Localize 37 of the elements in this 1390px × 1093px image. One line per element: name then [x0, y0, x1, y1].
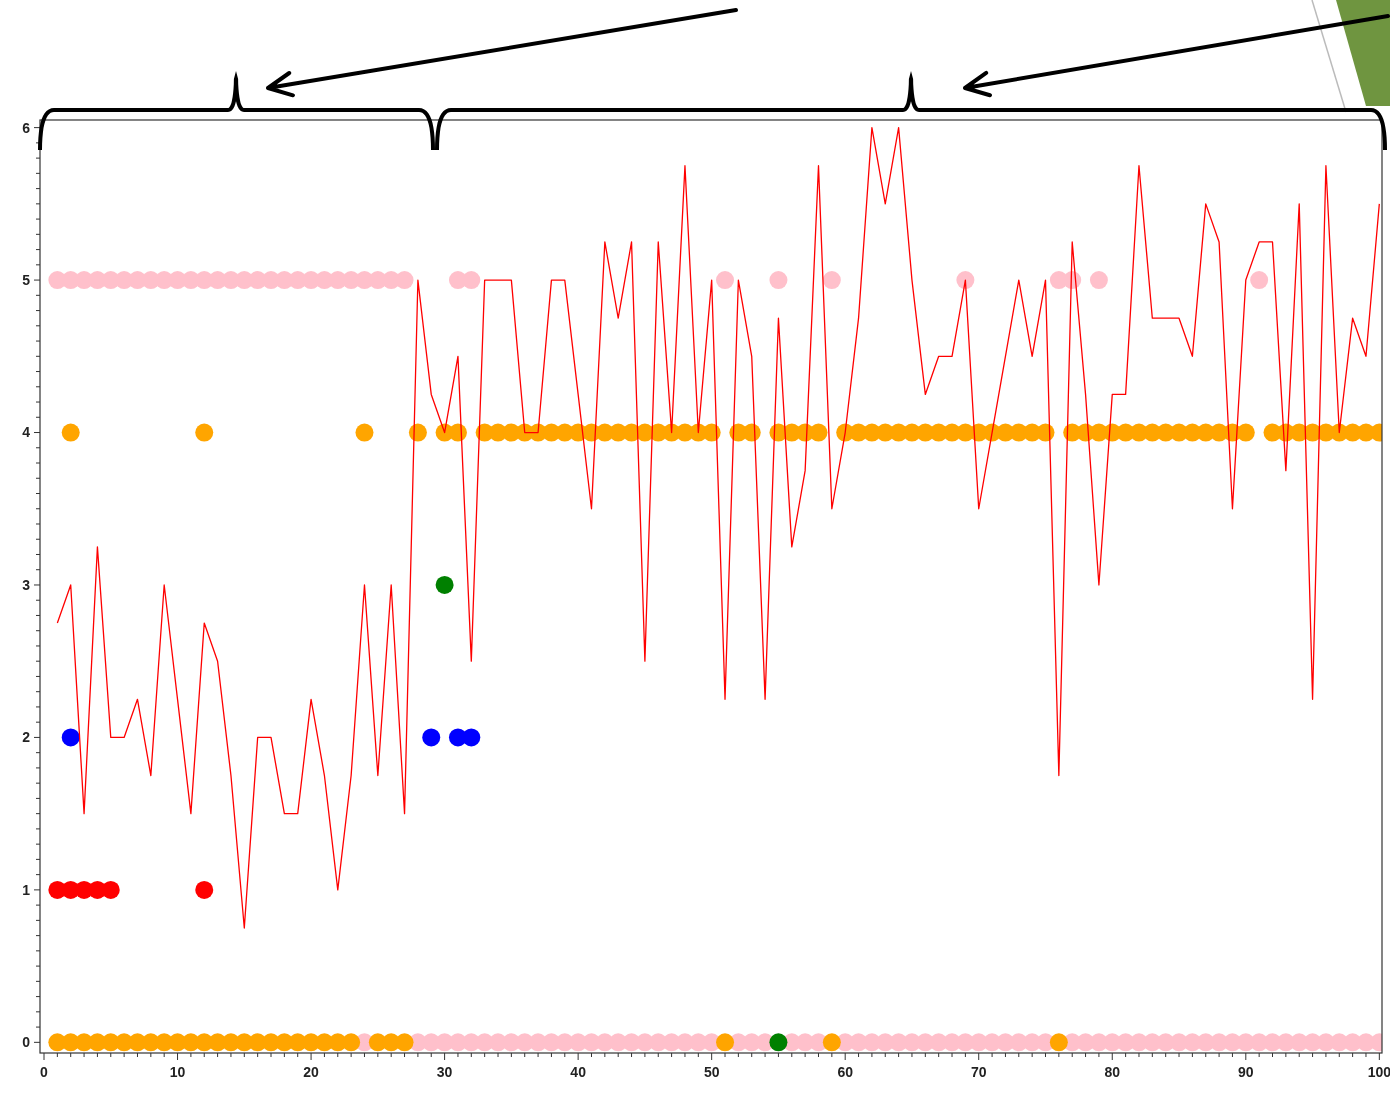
y-tick-label: 4 — [22, 424, 31, 441]
y-tick-label: 6 — [22, 119, 31, 136]
point — [342, 1033, 361, 1052]
point — [822, 271, 841, 290]
line-series — [56, 126, 1380, 929]
point — [395, 1033, 414, 1052]
x-tick-label: 20 — [303, 1064, 320, 1080]
x-tick-label: 30 — [436, 1064, 453, 1080]
x-tick-label: 0 — [40, 1064, 49, 1080]
x-tick-label: 40 — [570, 1064, 587, 1080]
y-tick-label: 5 — [22, 271, 31, 288]
point — [1089, 271, 1108, 290]
point — [956, 271, 975, 290]
point — [61, 728, 80, 747]
point — [435, 575, 454, 594]
point — [769, 1033, 788, 1052]
x-tick-label: 70 — [970, 1064, 987, 1080]
y-tick-label: 2 — [22, 729, 31, 746]
x-tick-label: 90 — [1238, 1064, 1254, 1080]
point — [462, 728, 481, 747]
point — [195, 880, 214, 899]
point — [462, 271, 481, 290]
point — [716, 271, 735, 290]
y-tick-label: 3 — [22, 576, 31, 593]
x-tick-label: 80 — [1104, 1064, 1121, 1080]
x-tick-label: 100 — [1367, 1064, 1390, 1080]
y-tick-label: 1 — [22, 881, 31, 898]
x-tick-label: 50 — [703, 1064, 720, 1080]
x-tick-label: 10 — [169, 1064, 186, 1080]
point — [1250, 271, 1269, 290]
point — [769, 271, 788, 290]
y-tick-label: 0 — [22, 1034, 31, 1051]
x-tick-label: 60 — [837, 1064, 854, 1080]
point — [1049, 1033, 1068, 1052]
point — [716, 1033, 735, 1052]
point — [422, 728, 441, 747]
point — [822, 1033, 841, 1052]
